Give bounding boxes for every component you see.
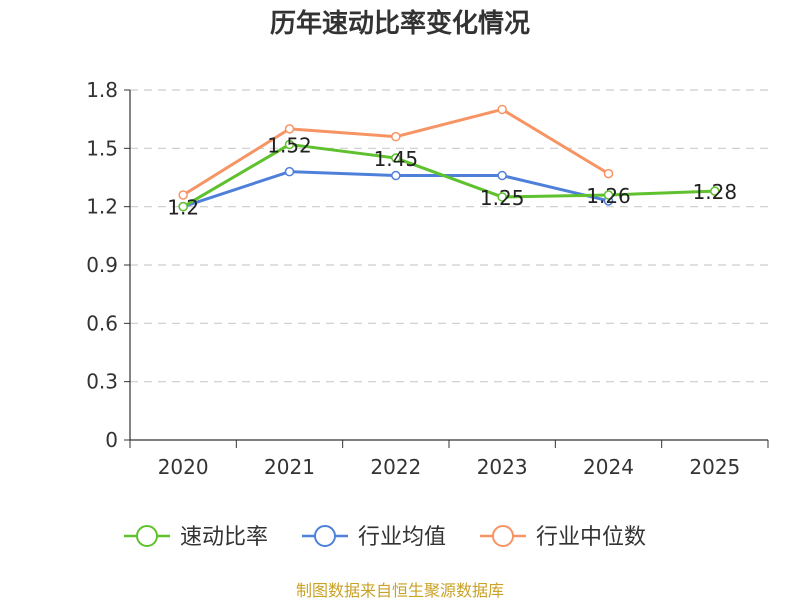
y-tick-label: 0 — [105, 428, 118, 452]
y-tick-label: 0.3 — [86, 370, 118, 394]
data-labels: 1.2 1.52 1.45 1.25 1.26 1.28 — [167, 133, 737, 219]
data-point — [603, 168, 614, 179]
legend-item: 行业均值 — [302, 525, 446, 550]
legend-label: 速动比率 — [180, 525, 268, 550]
data-label: 1.52 — [267, 133, 312, 157]
data-point — [497, 192, 507, 202]
x-tick-label: 2023 — [477, 455, 528, 479]
data-point — [391, 170, 401, 181]
data-label: 1.2 — [167, 196, 199, 220]
y-tick-label: 1.5 — [86, 136, 118, 160]
series-3 — [178, 104, 614, 200]
data-label: 1.28 — [693, 180, 738, 204]
data-point — [497, 104, 507, 115]
legend-swatch-marker — [136, 525, 158, 547]
data-point — [178, 190, 188, 200]
series-layer — [178, 104, 720, 212]
x-tick-label: 2020 — [158, 455, 209, 479]
data-point — [603, 190, 614, 200]
data-point — [284, 139, 295, 150]
chart-title: 历年速动比率变化情况 — [270, 8, 530, 39]
legend-swatch-marker — [314, 525, 336, 547]
x-tick-label: 2021 — [264, 455, 315, 479]
y-tick-label: 0.9 — [86, 253, 118, 277]
series-1 — [178, 139, 720, 212]
legend-swatch-marker — [492, 525, 514, 547]
data-label: 1.45 — [374, 147, 419, 171]
y-tick-label: 1.8 — [86, 78, 118, 102]
legend-label: 行业均值 — [358, 525, 446, 550]
x-tick-label: 2025 — [689, 455, 740, 479]
data-label: 1.26 — [586, 184, 631, 208]
y-tick-label: 0.6 — [86, 311, 118, 335]
y-tick-label: 1.2 — [86, 195, 118, 219]
data-point — [391, 131, 401, 142]
legend: 速动比率 行业均值 行业中位数 — [124, 525, 646, 550]
data-point — [391, 153, 401, 163]
series-line — [182, 142, 715, 208]
x-tick-label: 2022 — [370, 455, 421, 479]
data-point — [710, 186, 720, 196]
x-tick-label: 2024 — [583, 455, 634, 479]
legend-item: 行业中位数 — [480, 525, 646, 550]
data-point — [178, 201, 188, 212]
data-point — [497, 170, 507, 181]
data-point — [284, 124, 295, 134]
source-note: 制图数据来自恒生聚源数据库 — [296, 581, 504, 600]
series-2 — [178, 166, 614, 212]
legend-label: 行业中位数 — [536, 525, 646, 550]
data-point — [284, 166, 295, 177]
data-label: 1.25 — [480, 186, 525, 210]
axes: 0 0.3 0.6 0.9 1.2 1.5 1.8 2020 2021 2022 2023 2024 2… — [86, 78, 769, 479]
legend-item: 速动比率 — [124, 525, 268, 550]
grid-lines — [130, 89, 768, 383]
